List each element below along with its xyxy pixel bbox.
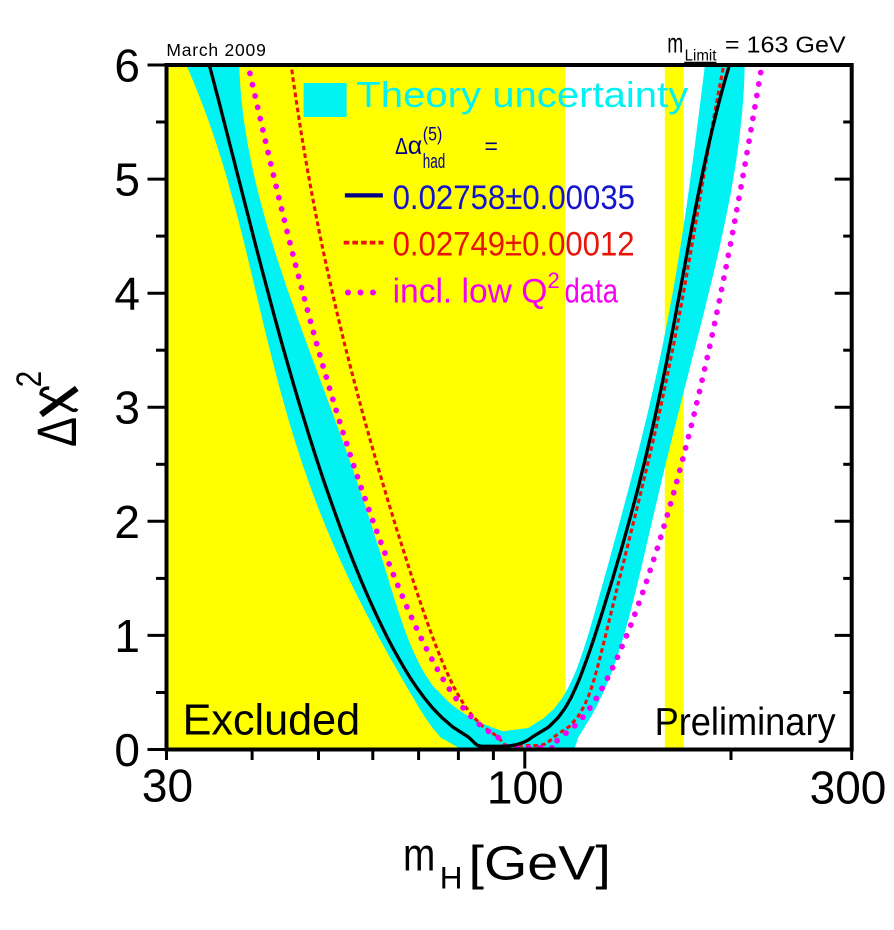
svg-text:2: 2 bbox=[10, 371, 49, 387]
svg-text:H: H bbox=[440, 860, 463, 896]
svg-text:2: 2 bbox=[548, 268, 560, 293]
svg-text:4: 4 bbox=[114, 268, 140, 320]
svg-text:α: α bbox=[408, 132, 422, 160]
svg-text:= 163 GeV: = 163 GeV bbox=[725, 31, 847, 57]
svg-text:Theory uncertainty: Theory uncertainty bbox=[356, 74, 688, 115]
svg-text:300: 300 bbox=[810, 762, 887, 814]
svg-text:[GeV]: [GeV] bbox=[469, 838, 611, 891]
svg-text:0.02749±0.00012: 0.02749±0.00012 bbox=[393, 226, 635, 264]
svg-text:Δ: Δ bbox=[395, 133, 408, 159]
svg-text:Δ: Δ bbox=[25, 417, 88, 447]
svg-text:had: had bbox=[423, 151, 446, 173]
svg-text:1: 1 bbox=[114, 610, 140, 662]
svg-text:6: 6 bbox=[114, 40, 140, 92]
svg-text:(5): (5) bbox=[423, 124, 443, 146]
svg-text:5: 5 bbox=[114, 154, 140, 206]
svg-text:30: 30 bbox=[142, 760, 193, 812]
svg-text:m: m bbox=[667, 28, 683, 59]
svg-text:Preliminary: Preliminary bbox=[655, 701, 836, 744]
svg-text:2: 2 bbox=[114, 496, 140, 548]
svg-text:0: 0 bbox=[114, 724, 140, 776]
svg-text:m: m bbox=[403, 829, 435, 881]
svg-text:incl. low Q: incl. low Q bbox=[393, 273, 548, 311]
svg-text:100: 100 bbox=[487, 762, 564, 814]
svg-text:Excluded: Excluded bbox=[183, 696, 361, 745]
svg-text:March 2009: March 2009 bbox=[166, 40, 265, 60]
svg-text:Limit: Limit bbox=[685, 47, 717, 64]
svg-text:=: = bbox=[485, 133, 498, 159]
svg-text:0.02758±0.00035: 0.02758±0.00035 bbox=[393, 179, 635, 217]
svg-text:data: data bbox=[565, 273, 619, 311]
svg-text:3: 3 bbox=[114, 382, 140, 434]
